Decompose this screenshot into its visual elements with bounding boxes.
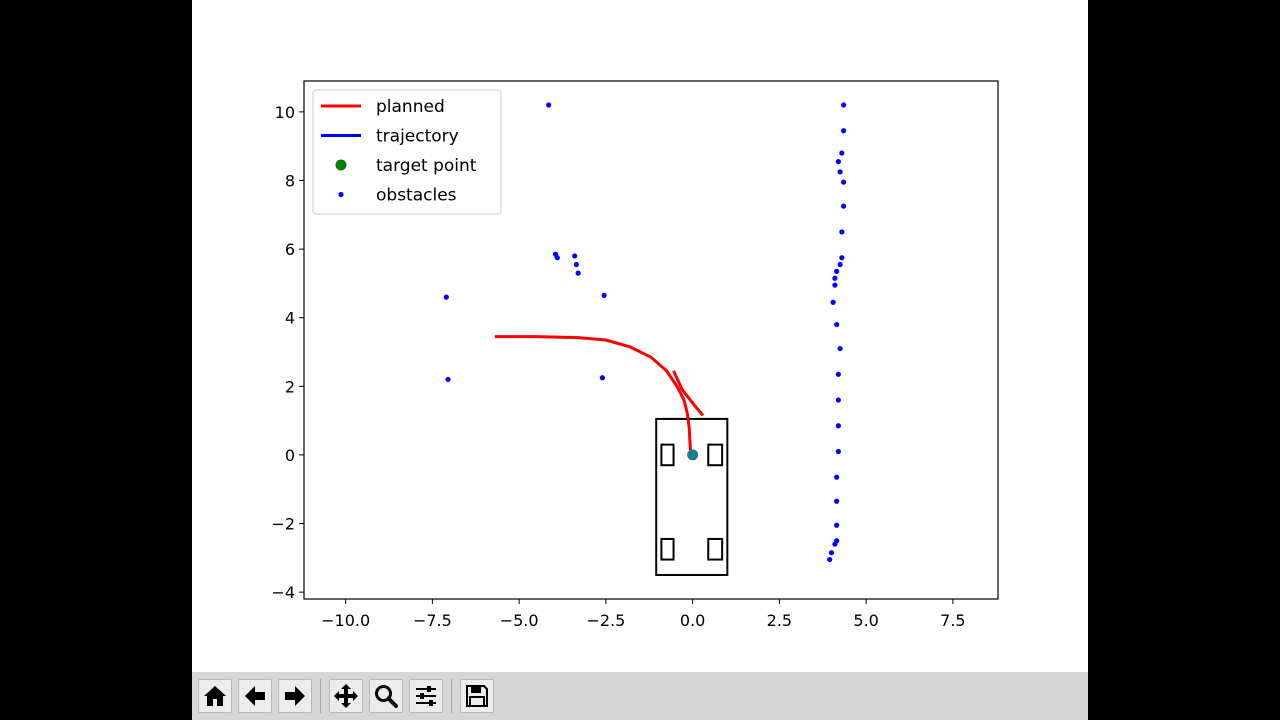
- x-tick-label: 2.5: [767, 611, 792, 630]
- obstacle-point: [840, 102, 847, 108]
- legend-label: trajectory: [376, 127, 459, 147]
- back-button[interactable]: [238, 679, 272, 713]
- obstacle-point: [554, 255, 560, 261]
- target-point: [687, 449, 699, 461]
- x-tick-label: 7.5: [940, 611, 965, 630]
- legend-swatch-dot: [335, 159, 347, 171]
- obstacle-point: [443, 294, 449, 300]
- x-tick-label: −2.5: [586, 611, 625, 630]
- obstacle-point: [830, 299, 836, 305]
- obstacle-point: [828, 550, 835, 556]
- forward-arrow-icon: [285, 686, 305, 706]
- obstacle-point: [834, 268, 840, 274]
- legend-swatch-dot: [338, 191, 344, 198]
- zoom-icon: [375, 685, 398, 708]
- plot-area: [443, 102, 847, 576]
- home-icon: [204, 686, 226, 706]
- vehicle-wheel-2: [660, 537, 675, 561]
- obstacle-point: [837, 169, 843, 175]
- y-tick-label: −2: [271, 515, 295, 534]
- save-button[interactable]: [460, 679, 494, 713]
- obstacle-point: [832, 275, 838, 281]
- x-tick-label: −5.0: [500, 611, 539, 630]
- obstacle-point: [837, 345, 843, 352]
- y-tick-label: −4: [271, 583, 295, 602]
- obstacle-point: [835, 448, 841, 455]
- y-tick-label: 0: [285, 446, 295, 465]
- plot-layer: −10.0 −7.5 −5.0 −2.5 0.0 2.5 5.0 7.5 −4 −2 0 2 4 6 8 10…: [271, 80, 999, 630]
- obstacle-point: [572, 253, 578, 259]
- configure-subplots-icon: [416, 686, 436, 706]
- obstacle-point: [601, 292, 607, 299]
- x-tick-label: −7.5: [413, 611, 452, 630]
- obstacle-point: [835, 371, 841, 377]
- obstacle-point: [832, 541, 838, 547]
- obstacle-point: [835, 423, 841, 429]
- y-tick-label: 2: [285, 377, 295, 396]
- legend-box: [312, 89, 502, 215]
- home-button[interactable]: [198, 679, 232, 713]
- toolbar-separator: [451, 679, 452, 713]
- obstacle-point: [834, 321, 840, 328]
- obstacle-point: [834, 522, 840, 528]
- save-icon: [466, 685, 488, 707]
- legend-label: planned: [376, 97, 445, 117]
- obstacle-point: [834, 498, 840, 504]
- legend-label: target point: [376, 156, 477, 176]
- pan-button[interactable]: [329, 679, 363, 713]
- configure-subplots-button[interactable]: [409, 679, 443, 713]
- obstacle-point: [546, 102, 552, 108]
- y-tick-label: 4: [285, 309, 295, 328]
- zoom-button[interactable]: [369, 679, 403, 713]
- vehicle-wheel-1: [707, 443, 724, 467]
- obstacle-point: [835, 397, 841, 403]
- y-tick-label: 6: [285, 240, 295, 259]
- toolbar-separator: [320, 679, 321, 713]
- obstacle-point: [839, 229, 845, 235]
- y-tick-label: 10: [275, 103, 295, 122]
- axes-frame: [303, 80, 999, 600]
- pan-icon: [334, 684, 358, 708]
- obstacle-point: [837, 261, 843, 268]
- obstacle-point: [839, 255, 845, 261]
- figure-window: −10.0 −7.5 −5.0 −2.5 0.0 2.5 5.0 7.5 −4 −2 0 2 4 6 8 10…: [192, 0, 1088, 720]
- vehicle-body: [655, 417, 729, 576]
- x-tick-label: 5.0: [853, 611, 878, 630]
- back-arrow-icon: [245, 686, 265, 706]
- obstacle-point: [832, 282, 838, 288]
- obstacle-point: [445, 376, 451, 383]
- obstacle-point: [835, 159, 841, 165]
- x-tick-label: 0.0: [680, 611, 705, 630]
- toolbar: [192, 672, 1088, 720]
- obstacle-point: [839, 150, 845, 156]
- forward-button[interactable]: [278, 679, 312, 713]
- vehicle-wheel-0: [660, 443, 675, 467]
- planned-path-line: [494, 335, 693, 456]
- obstacle-point: [827, 556, 833, 563]
- y-tick-label: 8: [285, 171, 295, 190]
- obstacle-point: [840, 128, 847, 134]
- vehicle-wheel-3: [707, 537, 724, 561]
- obstacle-point: [573, 261, 579, 268]
- obstacle-point: [840, 179, 847, 185]
- obstacle-point: [599, 375, 606, 381]
- obstacle-point: [834, 474, 840, 480]
- x-tick-label: −10.0: [321, 611, 370, 630]
- planned-path-line: [672, 370, 705, 417]
- plot-canvas: −10.0 −7.5 −5.0 −2.5 0.0 2.5 5.0 7.5 −4 −2 0 2 4 6 8 10…: [271, 80, 999, 630]
- legend-label: obstacles: [376, 186, 457, 206]
- obstacle-point: [575, 270, 581, 276]
- obstacle-point: [840, 203, 847, 209]
